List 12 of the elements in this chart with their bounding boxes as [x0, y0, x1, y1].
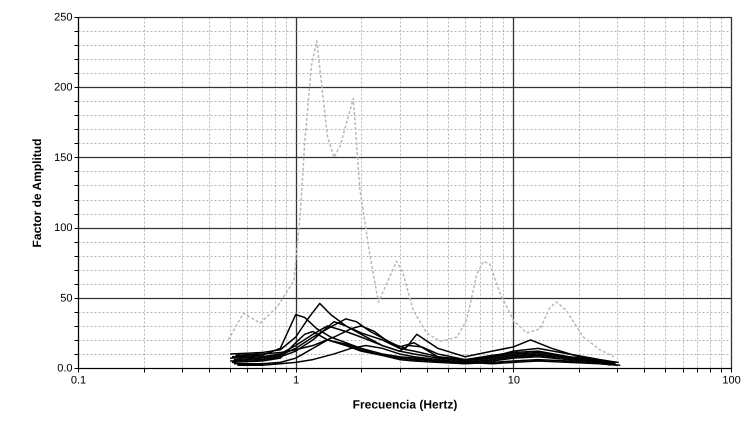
y-tick-label: 150 — [54, 152, 72, 164]
y-tick-label: 100 — [54, 222, 72, 234]
y-axis-title: Factor de Amplitud — [30, 138, 44, 248]
x-tick-label: 1 — [293, 374, 300, 386]
y-tick-label: 250 — [54, 12, 72, 24]
y-tick-label: 200 — [54, 82, 72, 94]
x-tick-label: 100 — [722, 374, 741, 386]
y-tick-label: 50 — [60, 292, 72, 304]
y-tick-label: 0.0 — [57, 362, 72, 374]
x-tick-label: 10 — [508, 374, 520, 386]
x-axis-title: Frecuencia (Hertz) — [352, 398, 458, 412]
x-tick-label: 0.1 — [70, 374, 86, 386]
